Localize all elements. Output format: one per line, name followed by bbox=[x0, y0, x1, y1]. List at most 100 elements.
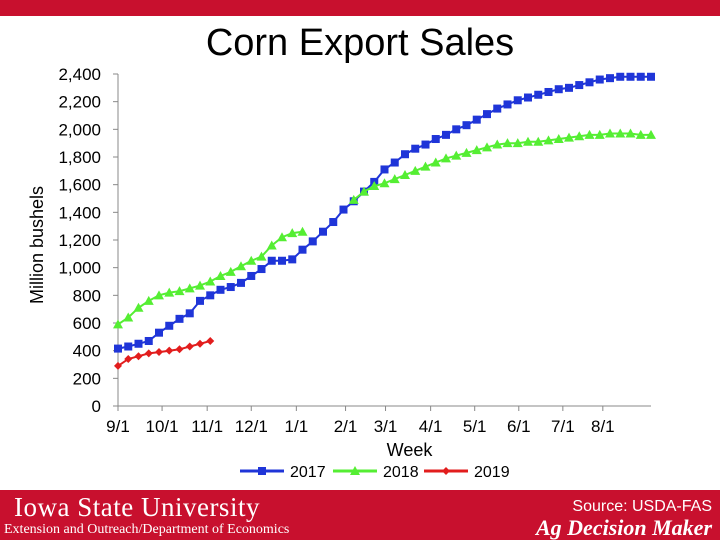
series-2018-point bbox=[543, 135, 554, 145]
series-2018-point bbox=[123, 312, 134, 322]
series-2018-point bbox=[143, 295, 154, 305]
x-tick-label: 7/1 bbox=[551, 417, 575, 436]
series-2017-point bbox=[544, 87, 553, 96]
series-2019-point bbox=[124, 354, 133, 363]
y-tick-label: 200 bbox=[73, 369, 101, 388]
series-2017-point bbox=[462, 121, 471, 130]
series-2017-point bbox=[503, 100, 512, 109]
series-2017-point bbox=[175, 314, 184, 323]
brand-text: Ag Decision Maker bbox=[536, 515, 712, 540]
series-2017-point bbox=[626, 72, 635, 81]
y-tick-label: 1,600 bbox=[58, 176, 101, 195]
series-2017-line bbox=[117, 75, 651, 350]
series-2018-point bbox=[369, 181, 380, 191]
series-2018-point bbox=[420, 161, 431, 171]
y-tick-label: 2,000 bbox=[58, 120, 101, 139]
series-2017-point bbox=[308, 237, 317, 246]
series-2017-point bbox=[421, 140, 430, 149]
series-2018-point bbox=[471, 145, 482, 155]
footer-bar: Iowa State University Extension and Outr… bbox=[0, 490, 720, 540]
series-2018-point bbox=[287, 228, 298, 238]
series-2018-point bbox=[523, 136, 533, 146]
chart-canvas: 0 200 400 600 800 1,000 1,200 1,400 1,600 1,800 2,… bbox=[27, 65, 656, 481]
series-2017-point bbox=[585, 78, 594, 87]
series-2018-point bbox=[512, 138, 523, 148]
series-2017-point bbox=[565, 83, 573, 92]
series-2018-point bbox=[195, 280, 205, 290]
y-tick-label: 600 bbox=[73, 314, 101, 333]
series-2018-point bbox=[246, 255, 257, 265]
series-2017-point bbox=[452, 125, 461, 134]
university-logo: Iowa State University bbox=[14, 492, 260, 522]
series-2017-point bbox=[319, 227, 327, 236]
x-tick-label: 2/1 bbox=[334, 417, 358, 436]
x-tick-label: 6/1 bbox=[507, 417, 531, 436]
legend-2017-marker bbox=[258, 467, 266, 475]
series-2019-point bbox=[155, 348, 163, 357]
x-tick-label: 1/1 bbox=[285, 417, 309, 436]
series-2017-point bbox=[114, 344, 122, 353]
series-2018-point bbox=[564, 132, 574, 142]
series-2018-point bbox=[266, 240, 277, 250]
series-2018-point bbox=[646, 129, 656, 139]
department-text: Extension and Outreach/Department of Eco… bbox=[4, 522, 290, 537]
series-2017-point bbox=[472, 115, 481, 124]
series-2018-point bbox=[441, 153, 451, 163]
series-2018-point bbox=[574, 131, 585, 141]
series-2017-point bbox=[185, 309, 194, 318]
series-2018-point bbox=[359, 186, 369, 196]
series-2018-point bbox=[184, 283, 195, 293]
series-2017-point bbox=[647, 72, 655, 81]
series-2017-point bbox=[257, 265, 266, 274]
series-2017-point bbox=[339, 205, 348, 214]
series-2017-point bbox=[124, 342, 133, 351]
series-2018-point bbox=[297, 226, 308, 236]
series-2017-point bbox=[267, 256, 276, 265]
y-tick-label: 1,400 bbox=[58, 203, 101, 222]
legend-2018-label: 2018 bbox=[383, 464, 419, 481]
x-tick-label: 9/1 bbox=[106, 417, 130, 436]
x-tick-label: 10/1 bbox=[146, 417, 179, 436]
x-tick-label: 11/1 bbox=[191, 417, 223, 436]
y-tick-label: 2,200 bbox=[58, 93, 101, 112]
series-2017-point bbox=[554, 85, 563, 94]
series-2017-point bbox=[298, 245, 307, 254]
series-2019-point bbox=[196, 339, 204, 348]
series-2018-point bbox=[225, 266, 236, 276]
series-2018-point bbox=[625, 128, 636, 138]
series-2017-point bbox=[329, 218, 338, 227]
series-2019-line bbox=[117, 340, 211, 367]
series-2018-point bbox=[400, 169, 410, 179]
series-2018-point bbox=[236, 261, 246, 271]
series-2017-point bbox=[513, 96, 522, 105]
series-2018-point bbox=[482, 142, 492, 152]
series-2018-point bbox=[461, 147, 472, 157]
series-2017-point bbox=[247, 271, 256, 280]
y-tick-label: 2,400 bbox=[58, 65, 101, 84]
series-2017-point bbox=[534, 90, 543, 99]
series-2017-point bbox=[237, 278, 245, 287]
series-2018-line bbox=[353, 132, 651, 201]
series-2017-point bbox=[216, 285, 225, 294]
series-2019-point bbox=[114, 361, 122, 370]
series-2017-point bbox=[595, 75, 604, 84]
series-2017-point bbox=[606, 74, 614, 83]
series-2017-point bbox=[288, 255, 297, 264]
series-2017-point bbox=[483, 110, 491, 119]
series-2018-point bbox=[430, 157, 441, 167]
series-2018-point bbox=[492, 139, 503, 149]
series-2018-point bbox=[205, 276, 216, 286]
series-2018-point bbox=[584, 129, 595, 139]
series-2017-point bbox=[165, 321, 174, 330]
chart-title: Corn Export Sales bbox=[205, 22, 515, 64]
series-2018-point bbox=[389, 174, 400, 184]
series-2019-point bbox=[185, 342, 194, 351]
x-tick-label: 8/1 bbox=[591, 417, 615, 436]
series-2019-point bbox=[134, 352, 143, 361]
series-2017-point bbox=[411, 144, 420, 153]
x-tick-label: 5/1 bbox=[463, 417, 487, 436]
series-2017-point bbox=[616, 72, 625, 81]
x-axis-title: Week bbox=[387, 440, 434, 460]
legend-2019-marker bbox=[442, 467, 450, 475]
top-accent-bar bbox=[0, 0, 720, 16]
